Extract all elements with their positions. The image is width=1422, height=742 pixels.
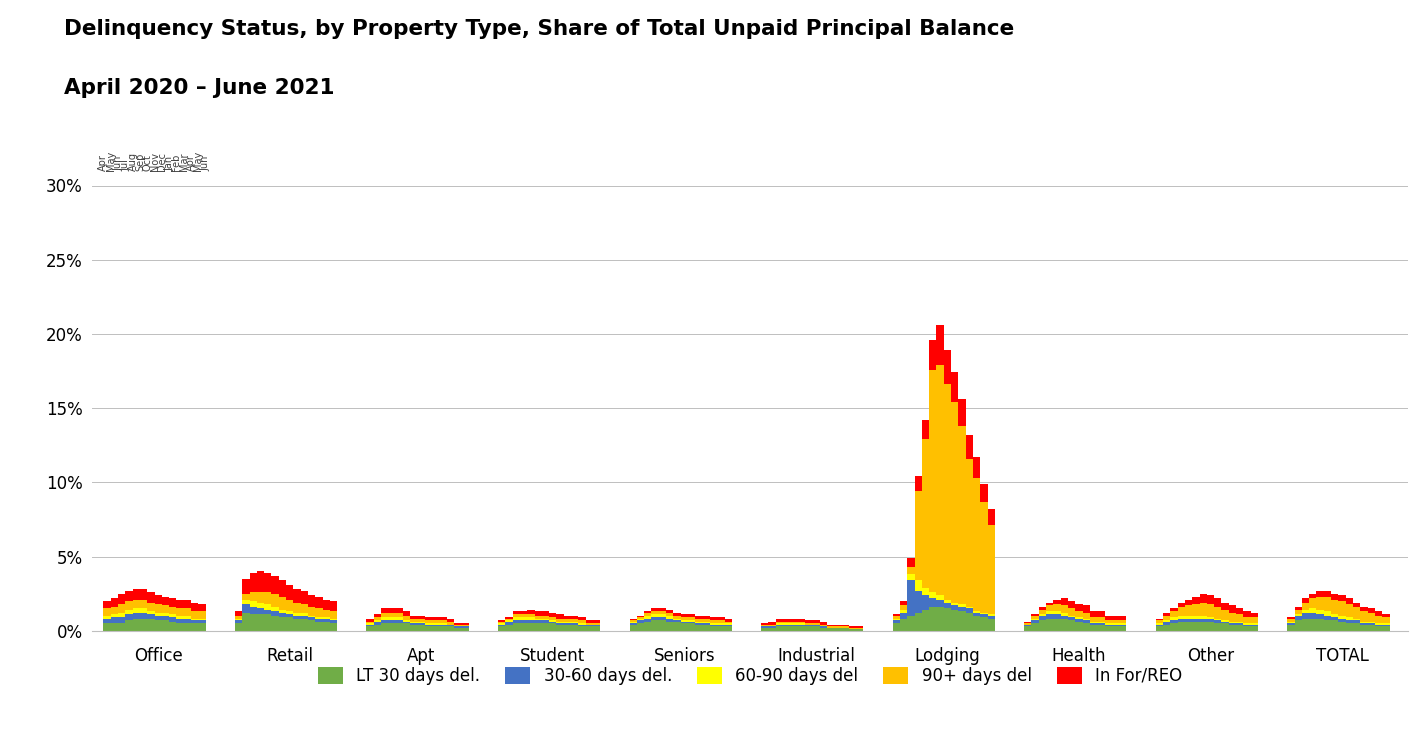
Text: May: May [105,151,115,171]
Text: Dec: Dec [156,151,166,171]
Text: April 2020 – June 2021: April 2020 – June 2021 [64,78,334,98]
Legend: LT 30 days del., 30-60 days del., 60-90 days del, 90+ days del, In For/REO: LT 30 days del., 30-60 days del., 60-90 … [311,660,1189,692]
Text: Delinquency Status, by Property Type, Share of Total Unpaid Principal Balance: Delinquency Status, by Property Type, Sh… [64,19,1014,39]
Text: Feb: Feb [172,154,182,171]
Text: Sep: Sep [135,152,145,171]
Text: Jun: Jun [201,155,210,171]
Text: Aug: Aug [128,151,138,171]
Text: May: May [193,151,203,171]
Text: Apr: Apr [186,154,196,171]
Text: Jun: Jun [112,155,124,171]
Text: Jul: Jul [121,159,131,171]
Text: Jan: Jan [164,156,173,171]
Text: Apr: Apr [98,154,108,171]
Text: Oct: Oct [142,154,152,171]
Text: Nov: Nov [149,151,159,171]
Text: Mar: Mar [179,152,189,171]
